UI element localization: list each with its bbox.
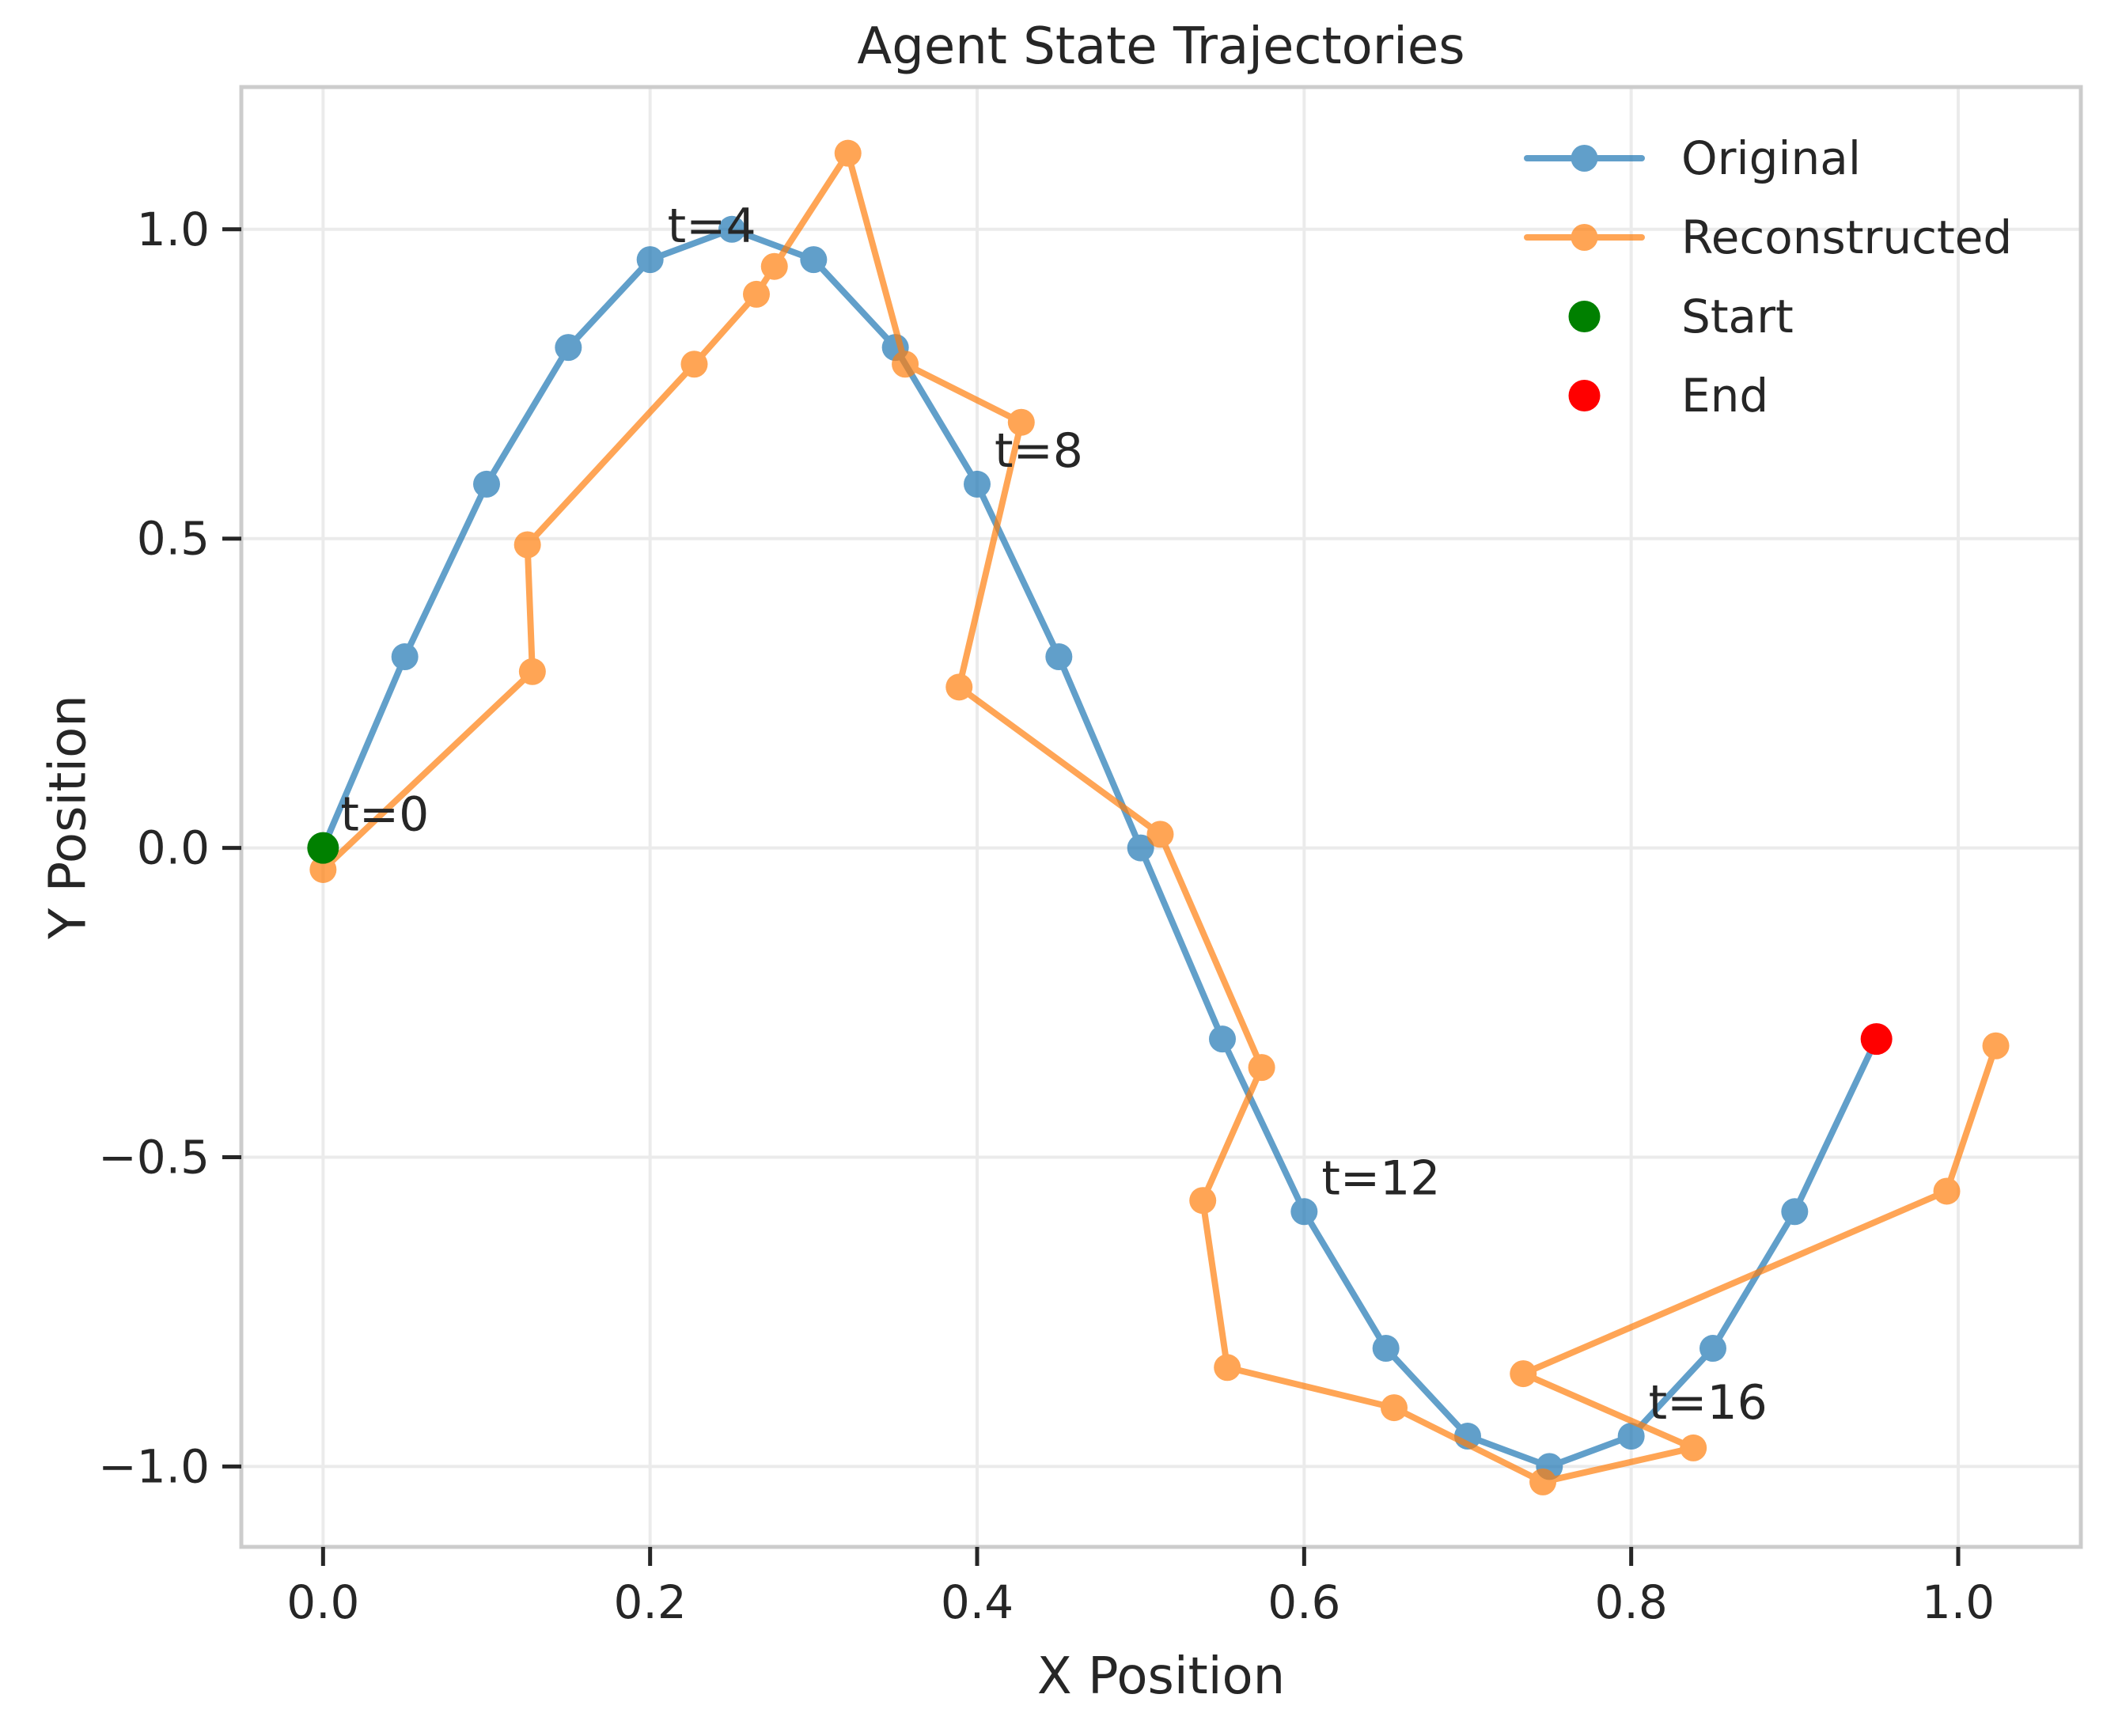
legend-item-reconstructed: Reconstructed bbox=[1524, 210, 2012, 264]
legend-item-original: Original bbox=[1524, 131, 1861, 185]
data-point-reconstructed bbox=[892, 351, 919, 378]
data-point-reconstructed bbox=[680, 351, 708, 378]
x-tick-label: 0.6 bbox=[1267, 1575, 1340, 1629]
annotation-label: t=4 bbox=[668, 199, 756, 254]
data-point-original bbox=[1127, 834, 1154, 862]
data-point-original bbox=[1699, 1335, 1726, 1363]
x-tick-label: 0.4 bbox=[941, 1575, 1014, 1629]
legend-label: Start bbox=[1681, 290, 1794, 343]
data-point-reconstructed bbox=[518, 658, 546, 685]
data-point-reconstructed bbox=[945, 673, 973, 701]
data-point-reconstructed bbox=[513, 531, 541, 559]
scatter-layer bbox=[307, 832, 1893, 1056]
data-point-reconstructed bbox=[1933, 1177, 1961, 1205]
data-point-original bbox=[1045, 643, 1073, 671]
marker-end bbox=[1860, 1023, 1893, 1056]
annotation-label: t=12 bbox=[1321, 1150, 1440, 1206]
annotation-layer: t=0 t=4 t=8 t=12 t=16 bbox=[340, 199, 1767, 1431]
x-axis-label: X Position bbox=[1037, 1647, 1285, 1706]
plot-frame bbox=[239, 85, 2083, 1549]
annotation-label: t=8 bbox=[995, 423, 1083, 479]
x-tick-label: 1.0 bbox=[1922, 1575, 1995, 1629]
legend-label: Original bbox=[1681, 131, 1861, 185]
data-point-reconstructed bbox=[1214, 1354, 1241, 1382]
x-tick-label: 0.8 bbox=[1595, 1575, 1668, 1629]
legend-swatch bbox=[1524, 224, 1645, 251]
tick-layer: 0.0 0.2 0.4 0.6 0.8 1.0 −1.0 −0.5 0.0 0.5 1.0 bbox=[98, 203, 1995, 1629]
data-point-reconstructed bbox=[1248, 1054, 1275, 1082]
x-tick-label: 0.0 bbox=[286, 1575, 359, 1629]
data-point-reconstructed bbox=[309, 855, 337, 883]
data-point-reconstructed bbox=[834, 139, 862, 167]
data-point-reconstructed bbox=[1529, 1468, 1557, 1495]
data-point-reconstructed bbox=[1146, 821, 1174, 848]
legend-marker bbox=[1568, 380, 1601, 411]
legend-marker bbox=[1568, 301, 1601, 332]
data-point-original bbox=[473, 470, 500, 498]
legend-item-start: Start bbox=[1568, 290, 1794, 343]
series-line-original bbox=[320, 226, 1880, 1470]
series-reconstructed bbox=[309, 139, 2010, 1495]
data-point-original bbox=[636, 246, 664, 274]
y-tick-label: −0.5 bbox=[98, 1130, 210, 1184]
y-tick-label: 1.0 bbox=[137, 203, 210, 256]
legend: Original Reconstructed Start End bbox=[1524, 131, 2012, 423]
data-point-reconstructed bbox=[1189, 1187, 1217, 1215]
data-point-original bbox=[800, 246, 828, 274]
y-axis-label: Y Position bbox=[39, 695, 97, 940]
annotation-label: t=16 bbox=[1649, 1375, 1768, 1431]
legend-label: End bbox=[1681, 369, 1768, 423]
data-point-reconstructed bbox=[1510, 1360, 1537, 1388]
data-point-original bbox=[1372, 1335, 1400, 1363]
legend-swatch bbox=[1524, 145, 1645, 172]
series-line-reconstructed bbox=[320, 150, 1999, 1485]
data-point-reconstructed bbox=[1680, 1434, 1707, 1461]
data-point-reconstructed bbox=[743, 280, 770, 308]
y-tick-label: −1.0 bbox=[98, 1439, 210, 1493]
legend-item-end: End bbox=[1568, 369, 1768, 423]
grid-lines bbox=[241, 87, 2081, 1547]
data-point-reconstructed bbox=[1007, 408, 1035, 436]
legend-marker bbox=[1571, 224, 1598, 251]
y-tick-label: 0.5 bbox=[137, 512, 210, 566]
marker-start bbox=[307, 832, 339, 864]
data-point-original bbox=[1617, 1423, 1645, 1450]
legend-marker bbox=[1571, 145, 1598, 172]
x-tick-label: 0.2 bbox=[614, 1575, 687, 1629]
data-point-original bbox=[391, 643, 419, 671]
data-point-reconstructed bbox=[1982, 1032, 2010, 1059]
data-point-original bbox=[555, 334, 582, 362]
data-point-original bbox=[718, 215, 745, 243]
data-point-original bbox=[1290, 1198, 1318, 1226]
chart-title: Agent State Trajectories bbox=[857, 17, 1465, 76]
data-point-original bbox=[964, 470, 991, 498]
y-tick-label: 0.0 bbox=[137, 821, 210, 875]
data-point-reconstructed bbox=[1381, 1394, 1408, 1422]
data-point-original bbox=[1781, 1198, 1809, 1226]
legend-label: Reconstructed bbox=[1681, 210, 2012, 264]
data-point-original bbox=[1209, 1025, 1236, 1053]
annotation-label: t=0 bbox=[340, 787, 429, 843]
data-point-reconstructed bbox=[760, 252, 788, 280]
